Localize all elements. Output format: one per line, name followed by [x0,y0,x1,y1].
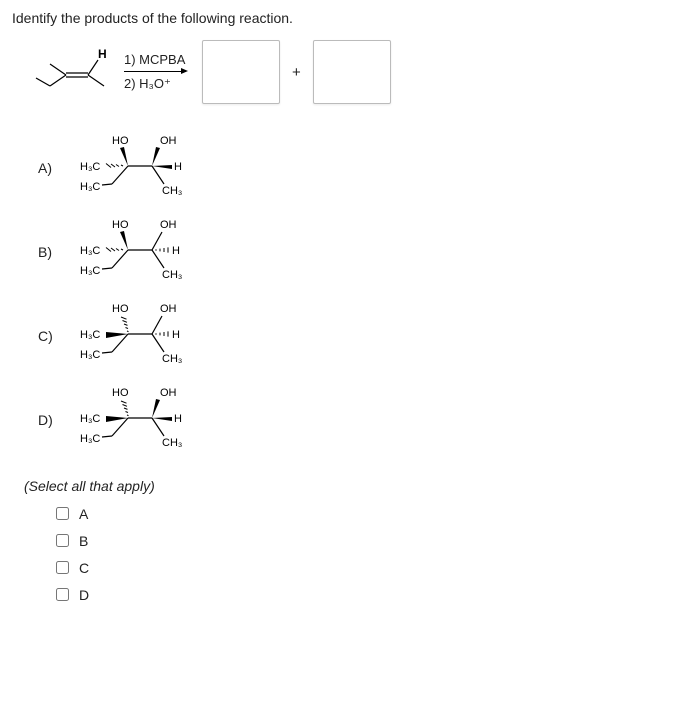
check-label-c: C [79,560,89,576]
svg-text:OH: OH [160,135,177,147]
svg-text:H₃C: H₃C [80,433,100,445]
svg-text:CH₃: CH₃ [162,185,182,197]
svg-text:CH₃: CH₃ [162,437,182,449]
checkbox-b[interactable] [56,534,69,547]
svg-text:H₃C: H₃C [80,181,100,193]
svg-text:H₃C: H₃C [80,413,100,425]
svg-text:H₃C: H₃C [80,245,100,257]
reagent-1: 1) MCPBA [124,52,186,67]
reaction-scheme: H 1) MCPBA 2) H₃O⁺ + [32,40,664,104]
svg-text:OH: OH [160,387,177,399]
svg-text:H: H [98,47,107,61]
product-box-1[interactable] [202,40,280,104]
svg-text:H₃C: H₃C [80,265,100,277]
check-row-b: B [52,531,664,550]
product-box-2[interactable] [313,40,391,104]
structure-a: HO OH H₃C H H₃C CH₃ [64,130,214,206]
reaction-arrow [124,71,186,72]
option-b-label: B) [38,244,64,260]
option-c: C) HO OH H₃C H H₃C CH₃ [38,298,664,374]
check-row-d: D [52,585,664,604]
checkbox-list: A B C D [52,504,664,604]
option-a: A) HO OH H₃C H H₃C CH₃ [38,130,664,206]
structure-b: HO OH H₃C H H₃C CH₃ [64,214,214,290]
starting-material: H [32,44,118,100]
svg-text:H₃C: H₃C [80,161,100,173]
svg-text:OH: OH [160,219,177,231]
option-b: B) HO OH H₃C H H₃C CH₃ [38,214,664,290]
option-a-label: A) [38,160,64,176]
svg-text:CH₃: CH₃ [162,269,182,281]
svg-text:OH: OH [160,303,177,315]
svg-text:HO: HO [112,219,129,231]
svg-text:CH₃: CH₃ [162,353,182,365]
structure-c: HO OH H₃C H H₃C CH₃ [64,298,214,374]
check-row-a: A [52,504,664,523]
checkbox-c[interactable] [56,561,69,574]
reagent-2: 2) H₃O⁺ [124,76,186,92]
svg-text:HO: HO [112,303,129,315]
check-label-d: D [79,587,89,603]
svg-text:H: H [174,413,182,425]
check-label-a: A [79,506,88,522]
option-c-label: C) [38,328,64,344]
select-instruction: (Select all that apply) [24,478,664,494]
svg-text:H: H [172,329,180,341]
svg-text:H₃C: H₃C [80,329,100,341]
svg-text:H: H [174,161,182,173]
checkbox-a[interactable] [56,507,69,520]
check-row-c: C [52,558,664,577]
question-text: Identify the products of the following r… [12,10,664,26]
check-label-b: B [79,533,88,549]
option-d: D) HO OH H₃C H H₃C CH₃ [38,382,664,458]
svg-text:HO: HO [112,387,129,399]
svg-text:H: H [172,245,180,257]
option-d-label: D) [38,412,64,428]
structure-d: HO OH H₃C H H₃C CH₃ [64,382,214,458]
plus-sign: + [292,64,301,81]
checkbox-d[interactable] [56,588,69,601]
svg-text:HO: HO [112,135,129,147]
svg-text:H₃C: H₃C [80,349,100,361]
